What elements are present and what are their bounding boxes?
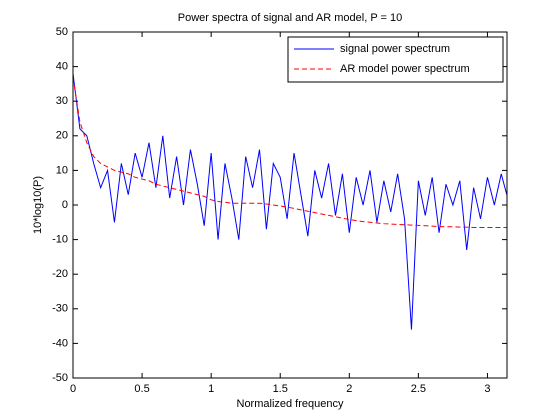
legend-label: AR model power spectrum <box>340 63 470 75</box>
x-tick-label: 2 <box>346 383 352 395</box>
y-tick-label: -40 <box>52 337 68 349</box>
legend-label: signal power spectrum <box>340 43 450 55</box>
x-tick-label: 0 <box>70 383 76 395</box>
x-tick-label: 2.5 <box>411 383 426 395</box>
x-tick-label: 0.5 <box>134 383 149 395</box>
chart-title: Power spectra of signal and AR model, P … <box>178 12 403 24</box>
y-tick-label: 20 <box>56 130 68 142</box>
data-line <box>73 73 507 330</box>
y-axis-label: 10*log10(P) <box>32 176 44 234</box>
x-tick-label: 3 <box>484 383 490 395</box>
y-tick-label: 50 <box>56 26 68 38</box>
y-tick-label: 0 <box>62 199 68 211</box>
x-tick-label: 1.5 <box>273 383 288 395</box>
y-tick-label: -30 <box>52 303 68 315</box>
y-tick-label: -20 <box>52 268 68 280</box>
y-tick-label: 40 <box>56 61 68 73</box>
x-tick-label: 1 <box>208 383 214 395</box>
data-line <box>73 76 507 228</box>
y-tick-label: 10 <box>56 164 68 176</box>
legend-box <box>287 36 504 83</box>
y-tick-label: 30 <box>56 95 68 107</box>
y-tick-label: -50 <box>52 372 68 384</box>
x-axis-label: Normalized frequency <box>237 398 344 410</box>
y-tick-label: -10 <box>52 234 68 246</box>
